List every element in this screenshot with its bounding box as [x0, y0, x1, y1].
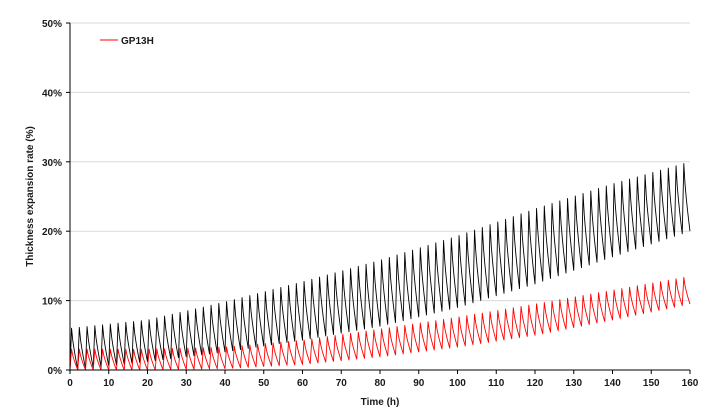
x-tick-label-8: 80: [374, 378, 386, 389]
x-tick-label-13: 130: [565, 378, 582, 389]
y-axis-title: Thickness expansion rate (%): [25, 126, 36, 267]
y-tick-label-5: 50%: [42, 19, 62, 30]
x-tick-label-7: 70: [336, 378, 348, 389]
x-tick-label-16: 160: [682, 378, 699, 389]
legend-label-gp13h: GP13H: [121, 36, 154, 47]
legend: GP13H: [100, 36, 154, 47]
x-tick-label-3: 30: [181, 378, 193, 389]
axes: [66, 22, 691, 374]
y-tick-label-1: 10%: [42, 297, 62, 308]
x-tick-label-0: 0: [67, 378, 73, 389]
x-tick-label-12: 120: [527, 378, 544, 389]
grid-lines: [70, 22, 690, 302]
x-tick-label-5: 50: [258, 378, 270, 389]
tick-labels: 0 10 20 30 40 50 60 70 80 90 100 110 120 130 140 150 160…: [42, 19, 699, 389]
y-tick-label-3: 30%: [42, 158, 62, 169]
y-tick-label-2: 20%: [42, 227, 62, 238]
x-tick-label-9: 90: [413, 378, 425, 389]
x-tick-label-15: 150: [643, 378, 660, 389]
x-tick-label-14: 140: [604, 378, 621, 389]
x-tick-label-6: 60: [297, 378, 309, 389]
x-tick-label-2: 20: [142, 378, 154, 389]
series-layer: [69, 163, 691, 371]
x-tick-label-10: 100: [449, 378, 466, 389]
series-line-0: [69, 163, 691, 371]
x-tick-label-1: 10: [103, 378, 115, 389]
x-tick-label-4: 40: [219, 378, 231, 389]
series-line-1: [69, 276, 691, 371]
x-axis-title: Time (h): [361, 397, 400, 408]
y-tick-label-4: 40%: [42, 88, 62, 99]
x-tick-label-11: 110: [488, 378, 505, 389]
y-tick-label-0: 0%: [48, 366, 63, 377]
